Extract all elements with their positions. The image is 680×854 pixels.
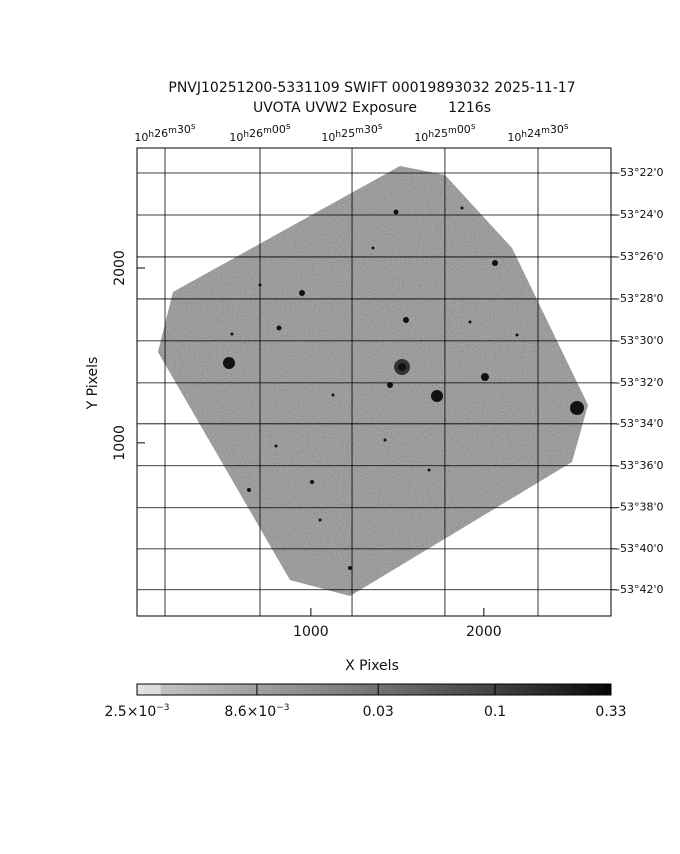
colorbar-step (334, 684, 343, 695)
colorbar-step (547, 684, 557, 695)
colorbar: 2.5×10−3 8.6×10−3 0.03 0.1 0.33 (104, 683, 627, 721)
colorbar-step (318, 684, 328, 695)
y2-tick-label: -53°24'0 (616, 208, 664, 221)
colorbar-step (532, 684, 541, 695)
colorbar-step (429, 684, 438, 695)
y-axis-label: Y Pixels (85, 357, 101, 411)
colorbar-step (579, 684, 588, 695)
colorbar-step (223, 684, 233, 695)
colorbar-step (492, 684, 501, 695)
y-tick-label: 2000 (112, 250, 128, 286)
colorbar-step (168, 684, 177, 695)
colorbar-step (295, 684, 304, 695)
grid (137, 148, 611, 616)
colorbar-step (192, 684, 201, 695)
chart-title: PNVJ10251200-5331109 SWIFT 00019893032 2… (168, 80, 575, 96)
colorbar-step (595, 684, 604, 695)
colorbar-step (350, 684, 359, 695)
colorbar-step (239, 684, 249, 695)
colorbar-step (413, 684, 422, 695)
colorbar-step (571, 684, 580, 695)
colorbar-step (216, 684, 225, 695)
colorbar-step (555, 684, 565, 695)
colorbar-step (200, 684, 209, 695)
colorbar-step (397, 684, 407, 695)
y-tick-label: 1000 (112, 425, 128, 461)
colorbar-tick-label: 0.1 (484, 704, 506, 720)
exposure-footprint (158, 166, 588, 596)
y2-tick-label: -53°32'0 (616, 376, 664, 389)
sky-image (137, 148, 611, 616)
colorbar-step (231, 684, 241, 695)
colorbar-step (247, 684, 256, 695)
colorbar-tick-label: 0.33 (595, 704, 626, 720)
colorbar-step (287, 684, 296, 695)
x2-tick-label: 10h25m30s (321, 122, 383, 145)
colorbar-step (476, 684, 486, 695)
colorbar-step (508, 684, 517, 695)
y2-tick-label: -53°30'0 (616, 334, 664, 347)
y2-tick-label: -53°28'0 (616, 292, 664, 305)
colorbar-step (539, 684, 549, 695)
colorbar-step (468, 684, 478, 695)
colorbar-step (152, 684, 162, 695)
colorbar-step (342, 684, 351, 695)
colorbar-step (326, 684, 335, 695)
colorbar-step (137, 684, 146, 695)
plot-frame (136, 147, 612, 617)
colorbar-step (381, 684, 391, 695)
x2-tick-label: 10h26m00s (229, 122, 291, 145)
colorbar-tick-label: 0.03 (363, 704, 394, 720)
colorbar-step (460, 684, 470, 695)
stars (223, 206, 584, 570)
colorbar-step (144, 684, 154, 695)
y2-tick-label: -53°34'0 (616, 417, 664, 430)
colorbar-step (445, 684, 454, 695)
x-axis-label: X Pixels (345, 658, 399, 674)
colorbar-step (208, 684, 217, 695)
x-tick-label: 2000 (466, 624, 502, 640)
colorbar-step (184, 684, 193, 695)
colorbar-step (271, 684, 280, 695)
colorbar-step (263, 684, 272, 695)
colorbar-step (587, 684, 596, 695)
colorbar-tick-label: 8.6×10−3 (224, 703, 289, 721)
y2-tick-label: -53°26'0 (616, 250, 664, 263)
y2-tick-label: -53°42'0 (616, 583, 664, 596)
colorbar-tick-label: 2.5×10−3 (104, 703, 169, 721)
colorbar-step (310, 684, 320, 695)
colorbar-step (255, 684, 264, 695)
y2-tick-label: -53°38'0 (616, 501, 664, 514)
y2-tick-label: -53°22'0 (616, 166, 664, 179)
colorbar-step (160, 684, 170, 695)
chart-subtitle: UVOTA UVW2 Exposure 1216s (253, 100, 491, 116)
x-tick-label: 1000 (293, 624, 329, 640)
colorbar-step (358, 684, 367, 695)
x2-tick-label: 10h25m00s (414, 122, 476, 145)
x2-tick-label: 10h26m30s (134, 122, 196, 145)
colorbar-step (176, 684, 185, 695)
colorbar-step (563, 684, 572, 695)
colorbar-step (500, 684, 509, 695)
y2-tick-label: -53°40'0 (616, 542, 664, 555)
colorbar-step (279, 684, 288, 695)
colorbar-step (302, 684, 312, 695)
colorbar-step (524, 684, 533, 695)
y2-tick-label: -53°36'0 (616, 459, 664, 472)
colorbar-step (516, 684, 525, 695)
colorbar-step (437, 684, 446, 695)
colorbar-step (389, 684, 399, 695)
colorbar-step (366, 684, 375, 695)
colorbar-step (603, 684, 612, 695)
colorbar-step (405, 684, 414, 695)
colorbar-step (453, 684, 462, 695)
colorbar-step (421, 684, 430, 695)
colorbar-step (484, 684, 493, 695)
x2-tick-label: 10h24m30s (507, 122, 569, 145)
